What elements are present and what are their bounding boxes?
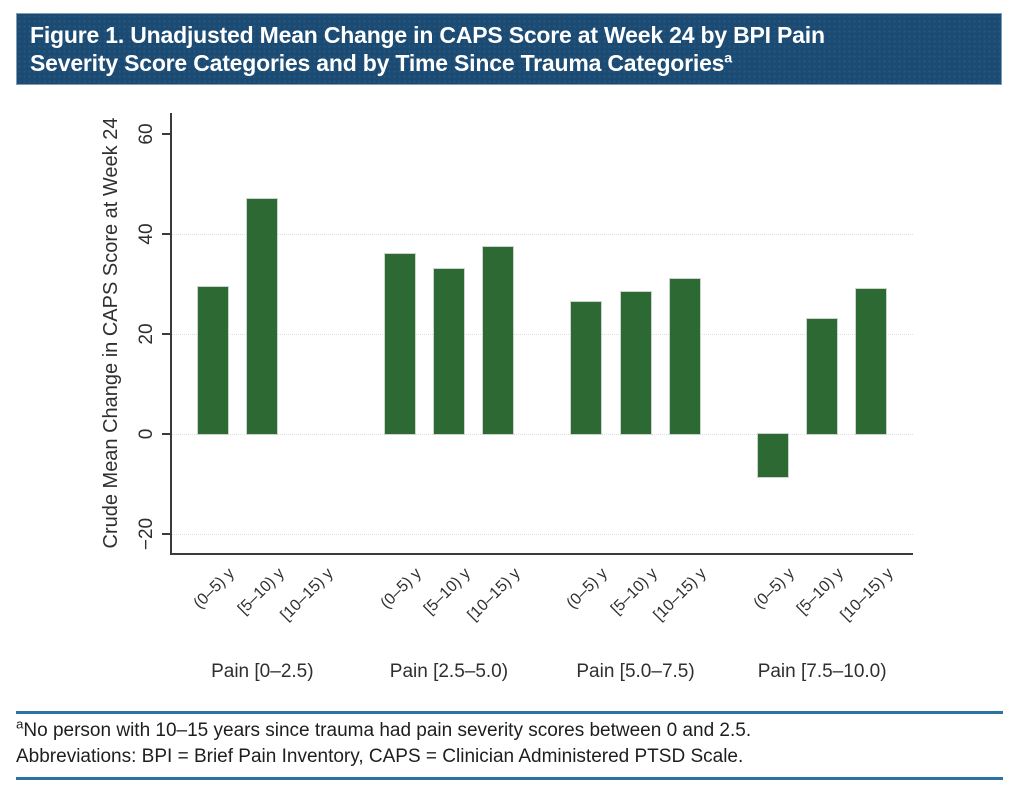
- bar-Pain [0–2.5)-[5–10) y: [246, 198, 279, 435]
- gridline-y0: [172, 434, 913, 435]
- footnote-a: aNo person with 10–15 years since trauma…: [16, 718, 1001, 744]
- bar-chart: 60 40 20 0 −20 (0–5) y [5–10) y [10–15) y Pain […: [100, 113, 913, 682]
- x-tick-label: [10–15) y: [650, 565, 710, 625]
- y-tick-60: [162, 133, 170, 135]
- figure-header: Figure 1. Unadjusted Mean Change in CAPS…: [16, 13, 1002, 85]
- title-footnote-marker: a: [724, 50, 733, 67]
- group-label-1: Pain [0–2.5): [211, 661, 314, 682]
- footnote-a-text: No person with 10–15 years since trauma …: [23, 720, 752, 741]
- x-tick-label: (0–5) y: [377, 565, 425, 613]
- x-tick-label: [10–15) y: [464, 565, 524, 625]
- bar-Pain [0–2.5)-(0–5) y: [197, 285, 229, 435]
- figure-title: Figure 1. Unadjusted Mean Change in CAPS…: [30, 21, 988, 77]
- figure-title-line2: Severity Score Categories and by Time Si…: [30, 50, 725, 76]
- bar-Pain [7.5–10.0)-[5–10) y: [806, 318, 839, 435]
- bar-Pain [2.5–5.0)-[5–10) y: [432, 268, 465, 435]
- gridline-y-20: [172, 534, 913, 535]
- bar-Pain [7.5–10.0)-[10–15) y: [855, 288, 888, 435]
- y-tick-label--20: −20: [136, 517, 157, 551]
- y-axis-title: Crude Mean Change in CAPS Score at Week …: [100, 117, 122, 549]
- y-tick-label-60: 60: [136, 123, 157, 145]
- group-label-4: Pain [7.5–10.0): [757, 661, 887, 682]
- figure-title-line1: Figure 1. Unadjusted Mean Change in CAPS…: [30, 22, 825, 48]
- x-tick-label: (0–5) y: [190, 565, 239, 613]
- gridline-y40: [172, 234, 913, 235]
- group-label-2: Pain [2.5–5.0): [389, 661, 509, 682]
- gridline-y20: [172, 334, 913, 335]
- figure-footnotes: aNo person with 10–15 years since trauma…: [16, 711, 1003, 780]
- footnote-a-marker: a: [16, 716, 24, 732]
- y-axis-line: [170, 113, 172, 555]
- x-axis-line: [170, 553, 913, 555]
- bar-Pain [7.5–10.0)-(0–5) y: [756, 433, 789, 478]
- y-tick-0: [162, 433, 170, 435]
- y-tick-20: [162, 333, 170, 335]
- x-tick-label: [10–15) y: [277, 565, 337, 625]
- bar-Pain [2.5–5.0)-[10–15) y: [482, 245, 515, 435]
- bar-Pain [5.0–7.5)-(0–5) y: [570, 300, 603, 435]
- footnote-abbreviations: Abbreviations: BPI = Brief Pain Inventor…: [16, 746, 744, 767]
- x-tick-label: (0–5) y: [563, 565, 612, 613]
- x-tick-label: [10–15) y: [837, 565, 897, 625]
- y-tick-40: [162, 233, 170, 235]
- y-tick-label-0: 0: [136, 428, 157, 440]
- y-tick-label-20: 20: [136, 323, 157, 345]
- bar-Pain [2.5–5.0)-(0–5) y: [383, 253, 416, 435]
- y-tick-label-40: 40: [136, 223, 157, 245]
- bar-Pain [5.0–7.5)-[5–10) y: [619, 290, 652, 435]
- bar-Pain [5.0–7.5)-[10–15) y: [668, 278, 701, 435]
- x-tick-label: (0–5) y: [750, 565, 798, 613]
- group-label-3: Pain [5.0–7.5): [576, 661, 695, 682]
- y-tick--20: [162, 533, 170, 535]
